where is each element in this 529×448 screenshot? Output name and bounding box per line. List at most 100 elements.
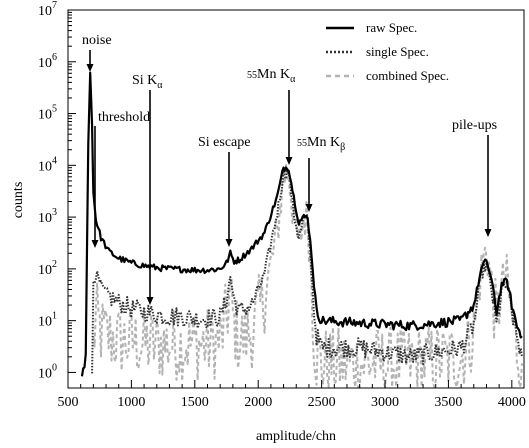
- data-point: [521, 336, 522, 337]
- data-point: [313, 311, 314, 312]
- x-tick-label: 1500: [181, 395, 209, 410]
- data-point: [108, 251, 109, 252]
- annotation-label: Si escape: [198, 135, 250, 150]
- data-point: [298, 222, 299, 223]
- annotation: Si Kα: [132, 73, 163, 305]
- data-point: [496, 311, 497, 312]
- data-point: [359, 363, 360, 364]
- data-point: [182, 316, 183, 317]
- y-tick-label: 107: [38, 0, 57, 19]
- data-point: [506, 276, 507, 277]
- data-point: [303, 219, 304, 220]
- data-point: [506, 280, 507, 281]
- data-point: [230, 276, 231, 277]
- data-point: [88, 140, 89, 141]
- data-point: [207, 318, 208, 319]
- data-point: [131, 262, 132, 263]
- data-point: [226, 262, 227, 263]
- data-point: [501, 284, 502, 285]
- data-point: [194, 344, 195, 345]
- data-point: [251, 332, 252, 333]
- annotation-label: noise: [82, 33, 112, 48]
- arrow-head-icon: [146, 297, 154, 305]
- data-point: [264, 232, 265, 233]
- annotation: threshold: [91, 110, 150, 248]
- data-point: [491, 289, 492, 290]
- data-point: [316, 336, 317, 337]
- annotation-label: pile-ups: [452, 118, 497, 133]
- data-point: [143, 344, 144, 345]
- data-point: [93, 192, 94, 193]
- x-tick-label: 3000: [371, 395, 399, 410]
- data-point: [143, 311, 144, 312]
- data-point: [143, 265, 144, 266]
- data-point: [182, 344, 183, 345]
- data-point: [239, 311, 240, 312]
- y-tick-label: 103: [38, 207, 57, 226]
- data-point: [156, 344, 157, 345]
- data-point: [511, 316, 512, 317]
- annotation: pile-ups: [452, 118, 497, 237]
- data-point: [496, 325, 497, 326]
- data-point: [288, 167, 289, 168]
- data-point: [95, 273, 96, 274]
- data-point: [156, 314, 157, 315]
- x-tick-label: 2000: [244, 395, 272, 410]
- arrow-head-icon: [484, 229, 492, 237]
- data-point: [293, 196, 294, 197]
- axis-layer: 500 1000 1500 2000 2500 3000 3500 4000 100 101 102…: [38, 0, 526, 410]
- x-tick-label: 3500: [434, 395, 462, 410]
- data-point: [93, 280, 94, 281]
- y-tick-label: 105: [38, 104, 57, 123]
- data-point: [511, 304, 512, 305]
- data-point: [226, 316, 227, 317]
- data-point: [473, 325, 474, 326]
- arrow-head-icon: [305, 204, 313, 212]
- data-point: [491, 280, 492, 281]
- data-point: [461, 320, 462, 321]
- legend: raw Spec. single Spec. combined Spec.: [326, 20, 449, 83]
- series-layer: [80, 71, 523, 388]
- annotation-label: 55Mn Kα: [247, 67, 296, 85]
- data-point: [264, 273, 265, 274]
- data-point: [91, 380, 92, 381]
- data-point: [410, 363, 411, 364]
- data-point: [220, 316, 221, 317]
- arrow-head-icon: [86, 64, 94, 72]
- y-tick-label: 104: [38, 155, 57, 174]
- data-point: [220, 341, 221, 342]
- data-point: [100, 286, 101, 287]
- data-point: [226, 299, 227, 300]
- annotation: Si escape: [198, 135, 250, 247]
- data-point: [277, 196, 278, 197]
- y-tick-label: 106: [38, 52, 57, 71]
- y-tick-label: 101: [38, 311, 57, 330]
- x-tick-label: 4000: [498, 395, 526, 410]
- data-point: [220, 268, 221, 269]
- legend-label: single Spec.: [366, 44, 429, 59]
- data-point: [239, 259, 240, 260]
- data-point: [169, 268, 170, 269]
- data-point: [234, 325, 235, 326]
- annotation-label: 55Mn Kβ: [297, 135, 345, 153]
- data-point: [277, 232, 278, 233]
- data-point: [100, 332, 101, 333]
- data-point: [95, 316, 96, 317]
- data-point: [251, 248, 252, 249]
- data-point: [461, 347, 462, 348]
- annotation: 55Mn Kα: [247, 67, 296, 165]
- data-point: [313, 336, 314, 337]
- data-point: [108, 336, 109, 337]
- data-point: [81, 380, 82, 381]
- data-point: [521, 356, 522, 357]
- data-point: [118, 302, 119, 303]
- data-point: [283, 173, 284, 174]
- data-point: [410, 325, 411, 326]
- data-point: [298, 244, 299, 245]
- data-point: [316, 356, 317, 357]
- data-point: [85, 356, 86, 357]
- data-point: [316, 311, 317, 312]
- data-point: [108, 295, 109, 296]
- data-point: [169, 316, 170, 317]
